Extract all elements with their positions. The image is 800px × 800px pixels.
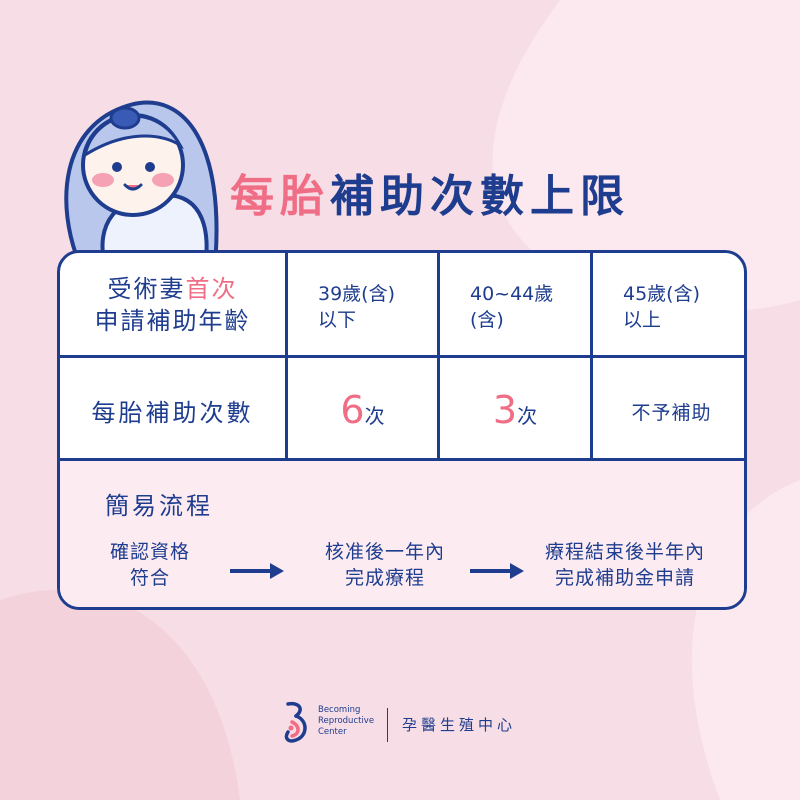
step-line1: 療程結束後半年內 (544, 541, 705, 563)
count-cell-39: 6次 (285, 358, 437, 461)
title-highlight: 每胎 (230, 171, 330, 222)
age-label-cell: 受術妻首次 申請補助年齡 (60, 253, 285, 355)
count-value: 6次 (288, 388, 437, 432)
count-number: 6 (340, 388, 365, 432)
age-range: 45歲(含) 以上 (623, 281, 700, 333)
age-cell-45: 45歲(含) 以上 (590, 253, 744, 355)
page-title: 每胎補助次數上限 (230, 160, 630, 224)
step-line1: 確認資格 (109, 541, 190, 563)
age-label-line2: 申請補助年齡 (94, 307, 251, 335)
age-range: 39歲(含) 以下 (318, 281, 395, 333)
age-label-highlight: 首次 (185, 275, 238, 303)
count-unit: 次 (517, 404, 538, 428)
brand-en-line3: Center (318, 727, 347, 737)
age-range-line1: 39歲(含) (318, 283, 396, 305)
brand-en-line2: Reproductive (318, 716, 375, 726)
arrow-right-icon (470, 563, 524, 579)
count-value: 3次 (440, 388, 590, 432)
step-line2: 完成療程 (344, 567, 425, 589)
count-cell-45: 不予補助 (590, 358, 744, 461)
baby-illustration (64, 100, 219, 265)
brand-logo-icon (284, 701, 307, 743)
age-label: 受術妻首次 申請補助年齡 (60, 273, 285, 337)
count-number: 3 (492, 388, 518, 432)
brand-name-english: Becoming Reproductive Center (318, 705, 374, 738)
step-line1: 核准後一年內 (324, 541, 445, 563)
age-range-line2: (含) (470, 309, 504, 331)
no-subsidy-text: 不予補助 (631, 402, 712, 424)
brand-name-chinese: 孕醫生殖中心 (402, 716, 517, 734)
step-line2: 符合 (129, 567, 170, 589)
age-range-line1: 45歲(含) (623, 283, 701, 305)
age-range: 40~44歲 (含) (470, 281, 553, 333)
step-line2: 完成補助金申請 (554, 567, 695, 589)
brand-en-line1: Becoming (318, 705, 361, 715)
arrow-right-icon (230, 563, 284, 579)
count-unit: 次 (364, 404, 385, 428)
age-range-line2: 以上 (623, 309, 662, 331)
count-label: 每胎補助次數 (91, 399, 254, 427)
process-title: 簡易流程 (105, 492, 213, 520)
brand-divider (387, 708, 388, 742)
process-step-1: 確認資格 符合 (85, 539, 215, 591)
age-header-row: 受術妻首次 申請補助年齡 39歲(含) 以下 40~44歲 (含) 45歲(含)… (60, 253, 744, 355)
subsidy-table: 受術妻首次 申請補助年齡 39歲(含) 以下 40~44歲 (含) 45歲(含)… (57, 250, 747, 610)
age-label-line1: 受術妻 (107, 275, 186, 303)
age-range-line1: 40~44歲 (470, 283, 554, 305)
title-main: 補助次數上限 (330, 171, 630, 222)
process-section: 簡易流程 確認資格 符合 核准後一年內 完成療程 療程結束後半年內 完成補助金申… (60, 458, 744, 607)
age-range-line2: 以下 (318, 309, 357, 331)
age-cell-39: 39歲(含) 以下 (285, 253, 437, 355)
count-label-cell: 每胎補助次數 (60, 358, 285, 461)
count-row: 每胎補助次數 6次 3次 不予補助 (60, 355, 744, 461)
age-cell-40-44: 40~44歲 (含) (437, 253, 590, 355)
process-step-3: 療程結束後半年內 完成補助金申請 (525, 539, 725, 591)
process-step-2: 核准後一年內 完成療程 (300, 539, 470, 591)
count-cell-40-44: 3次 (437, 358, 590, 461)
